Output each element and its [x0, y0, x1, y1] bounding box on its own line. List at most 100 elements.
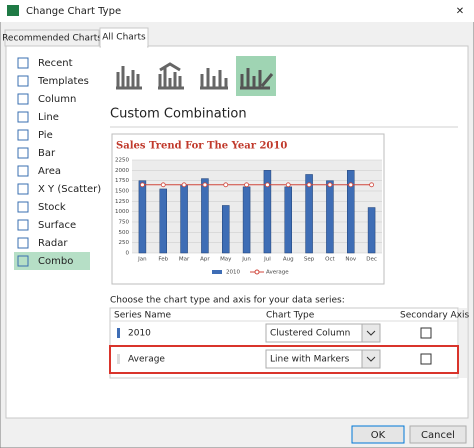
icon-glyph	[240, 68, 274, 90]
sidebar-icon	[17, 255, 29, 267]
bar	[367, 207, 376, 254]
marker	[348, 182, 354, 188]
sidebar-icon	[17, 219, 29, 231]
chart-title: Sales Trend For The Year 2010	[116, 141, 287, 152]
plot-area	[132, 160, 382, 253]
sidebar-item[interactable]: Column	[38, 94, 76, 105]
button-label[interactable]: Cancel	[421, 430, 455, 441]
legend-label: 2010	[226, 270, 240, 276]
y-tick-label: 250	[119, 240, 130, 246]
marker	[160, 182, 166, 188]
cancel-button[interactable]	[409, 425, 467, 444]
x-tick-label: Apr	[200, 257, 210, 263]
y-tick-label: 1250	[115, 199, 129, 205]
sidebar-icon	[17, 237, 29, 249]
tab[interactable]	[4, 29, 100, 47]
bar	[180, 184, 188, 254]
marker	[244, 182, 249, 188]
sidebar-item[interactable]: Templates	[37, 76, 89, 87]
icon-glyph	[158, 62, 184, 90]
marker	[265, 182, 270, 188]
secondary-axis-checkbox[interactable]	[420, 353, 432, 365]
table-heading: Choose the chart type and axis for your …	[110, 296, 345, 306]
column-header: Chart Type	[266, 311, 315, 321]
close-button[interactable]: ✕	[456, 6, 464, 17]
series-name: 2010	[128, 329, 151, 339]
button-label[interactable]: OK	[371, 430, 386, 441]
sidebar-icon	[17, 93, 29, 105]
title-bar	[0, 0, 474, 22]
tab-label[interactable]: All Charts	[102, 33, 146, 43]
sidebar-icon	[17, 57, 29, 69]
column-header: Series Name	[114, 311, 172, 321]
scrollbar[interactable]	[459, 308, 467, 378]
icon-glyph	[116, 66, 142, 90]
dropdown-arrow	[366, 330, 376, 336]
x-tick-label: Nov	[345, 257, 356, 263]
sidebar-icon	[17, 111, 29, 123]
sidebar-item[interactable]: Line	[38, 112, 59, 123]
series-swatch	[117, 354, 120, 364]
sidebar-item[interactable]: Surface	[38, 220, 76, 231]
marker	[306, 182, 312, 188]
x-tick-label: Aug	[283, 257, 294, 263]
x-tick-label: May	[220, 257, 232, 263]
sidebar-item[interactable]: Stock	[38, 202, 66, 213]
column-header: Secondary Axis	[400, 311, 470, 321]
legend-label: Average	[266, 270, 289, 276]
bar	[263, 170, 272, 254]
dropdown-arrow	[366, 356, 376, 362]
ok-button[interactable]	[351, 425, 405, 444]
sidebar-item[interactable]: Combo	[38, 256, 73, 267]
chart-type[interactable]: Line with Markers	[270, 355, 350, 365]
app-icon	[7, 5, 19, 16]
dropdown-arrow-box[interactable]	[361, 349, 381, 369]
sidebar-icon	[17, 147, 29, 159]
marker	[181, 182, 187, 188]
sidebar-item[interactable]: Pie	[38, 130, 53, 141]
sidebar-item[interactable]: X Y (Scatter)	[38, 184, 101, 195]
dropdown-arrow-box[interactable]	[361, 323, 381, 343]
sidebar-icon	[17, 129, 29, 141]
sidebar-item[interactable]: Area	[38, 166, 61, 177]
y-tick-label: 2000	[115, 168, 129, 174]
chart-type[interactable]: Clustered Column	[270, 329, 350, 339]
y-tick-label: 1750	[115, 178, 129, 184]
sidebar-item[interactable]: Bar	[38, 148, 56, 159]
dialog-title: Change Chart Type	[26, 6, 121, 17]
secondary-axis-checkbox[interactable]	[420, 327, 432, 339]
bar	[222, 205, 230, 254]
y-tick-label: 500	[119, 230, 130, 236]
series-name: Average	[128, 355, 165, 365]
x-tick-label: Sep	[304, 257, 315, 263]
bar	[159, 188, 167, 254]
bar	[347, 170, 355, 254]
bar	[305, 174, 313, 254]
x-tick-label: Jan	[137, 257, 147, 263]
bar	[284, 186, 292, 254]
icon-glyph	[200, 68, 228, 90]
sidebar-item[interactable]: Recent	[38, 58, 73, 69]
y-tick-label: 1500	[115, 189, 129, 195]
marker	[369, 182, 374, 188]
bar	[138, 180, 147, 254]
tab-label[interactable]: Recommended Charts	[2, 34, 102, 44]
y-tick-label: 2250	[115, 158, 129, 164]
y-tick-label: 1000	[115, 209, 129, 215]
marker	[202, 182, 208, 188]
legend-swatch	[254, 269, 260, 275]
chart-icons	[112, 56, 276, 96]
sidebar-item[interactable]: Radar	[38, 238, 68, 249]
x-tick-label: Dec	[366, 257, 377, 263]
section-title: Custom Combination	[110, 107, 247, 122]
series-swatch	[117, 328, 120, 338]
x-tick-label: Jul	[263, 257, 271, 263]
sidebar-icon	[17, 183, 29, 195]
marker	[285, 182, 291, 188]
legend-swatch	[212, 270, 222, 274]
sidebar-icon	[17, 201, 29, 213]
y-tick-label: 750	[119, 220, 130, 226]
y-tick-label: 0	[126, 251, 130, 257]
